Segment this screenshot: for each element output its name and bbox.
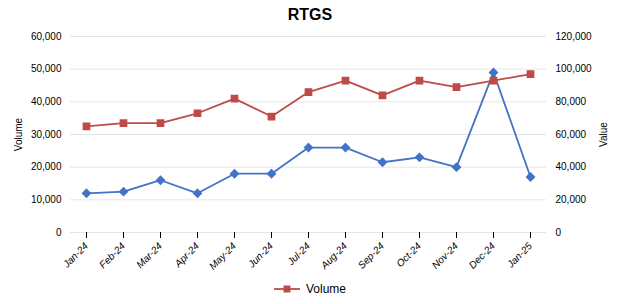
svg-text:Aug-24: Aug-24 <box>318 240 350 272</box>
svg-text:Oct-24: Oct-24 <box>394 240 423 269</box>
svg-text:40,000: 40,000 <box>31 96 62 107</box>
svg-text:Jan-24: Jan-24 <box>60 240 90 270</box>
svg-text:Jul-24: Jul-24 <box>284 240 312 268</box>
svg-text:60,000: 60,000 <box>31 31 62 42</box>
svg-text:120,000: 120,000 <box>556 31 593 42</box>
svg-text:Nov-24: Nov-24 <box>430 240 461 271</box>
svg-text:20,000: 20,000 <box>31 161 62 172</box>
svg-text:Feb-24: Feb-24 <box>97 240 127 270</box>
svg-text:Apr-24: Apr-24 <box>172 240 202 270</box>
svg-text:Dec-24: Dec-24 <box>467 240 498 271</box>
html-text:Volume: Volume <box>306 282 346 296</box>
svg-text:Jan-25: Jan-25 <box>504 240 534 270</box>
svg-text:40,000: 40,000 <box>556 161 587 172</box>
svg-text:Value: Value <box>598 122 609 147</box>
svg-text:Sep-24: Sep-24 <box>356 240 387 271</box>
svg-text:Volume: Volume <box>13 117 24 151</box>
svg-text:0: 0 <box>556 227 562 238</box>
svg-text:50,000: 50,000 <box>31 63 62 74</box>
svg-text:20,000: 20,000 <box>556 194 587 205</box>
svg-text:30,000: 30,000 <box>31 129 62 140</box>
html-text:RTGS: RTGS <box>287 6 333 23</box>
svg-text:10,000: 10,000 <box>31 194 62 205</box>
svg-text:60,000: 60,000 <box>556 129 587 140</box>
svg-text:May-24: May-24 <box>207 240 239 272</box>
svg-text:Mar-24: Mar-24 <box>134 240 164 270</box>
svg-text:Jun-24: Jun-24 <box>245 240 275 270</box>
svg-text:100,000: 100,000 <box>556 63 593 74</box>
svg-text:0: 0 <box>56 227 62 238</box>
svg-text:80,000: 80,000 <box>556 96 587 107</box>
